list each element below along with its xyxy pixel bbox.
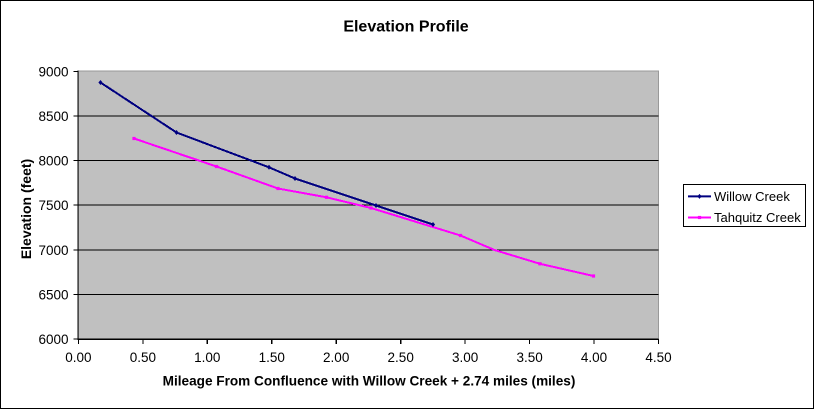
svg-text:Mileage From Confluence with W: Mileage From Confluence with Willow Cree… [163,374,576,389]
svg-text:Willow Creek: Willow Creek [714,189,790,204]
svg-text:8000: 8000 [38,153,68,168]
svg-text:4.50: 4.50 [645,350,671,365]
svg-text:1.00: 1.00 [194,350,220,365]
svg-text:4.00: 4.00 [581,350,607,365]
svg-text:9000: 9000 [38,64,68,79]
svg-text:0.50: 0.50 [130,350,156,365]
svg-text:2.50: 2.50 [388,350,414,365]
svg-text:6500: 6500 [38,287,68,302]
svg-text:8500: 8500 [38,109,68,124]
svg-text:6000: 6000 [38,332,68,347]
svg-text:3.00: 3.00 [452,350,478,365]
svg-text:7000: 7000 [38,243,68,258]
svg-text:3.50: 3.50 [516,350,542,365]
svg-text:0.00: 0.00 [65,350,91,365]
svg-text:7500: 7500 [38,198,68,213]
svg-text:Elevation (feet): Elevation (feet) [18,159,34,259]
svg-text:1.50: 1.50 [259,350,285,365]
svg-text:2.00: 2.00 [323,350,349,365]
svg-text:Elevation Profile: Elevation Profile [343,19,468,36]
svg-text:Tahquitz Creek: Tahquitz Creek [714,210,801,225]
